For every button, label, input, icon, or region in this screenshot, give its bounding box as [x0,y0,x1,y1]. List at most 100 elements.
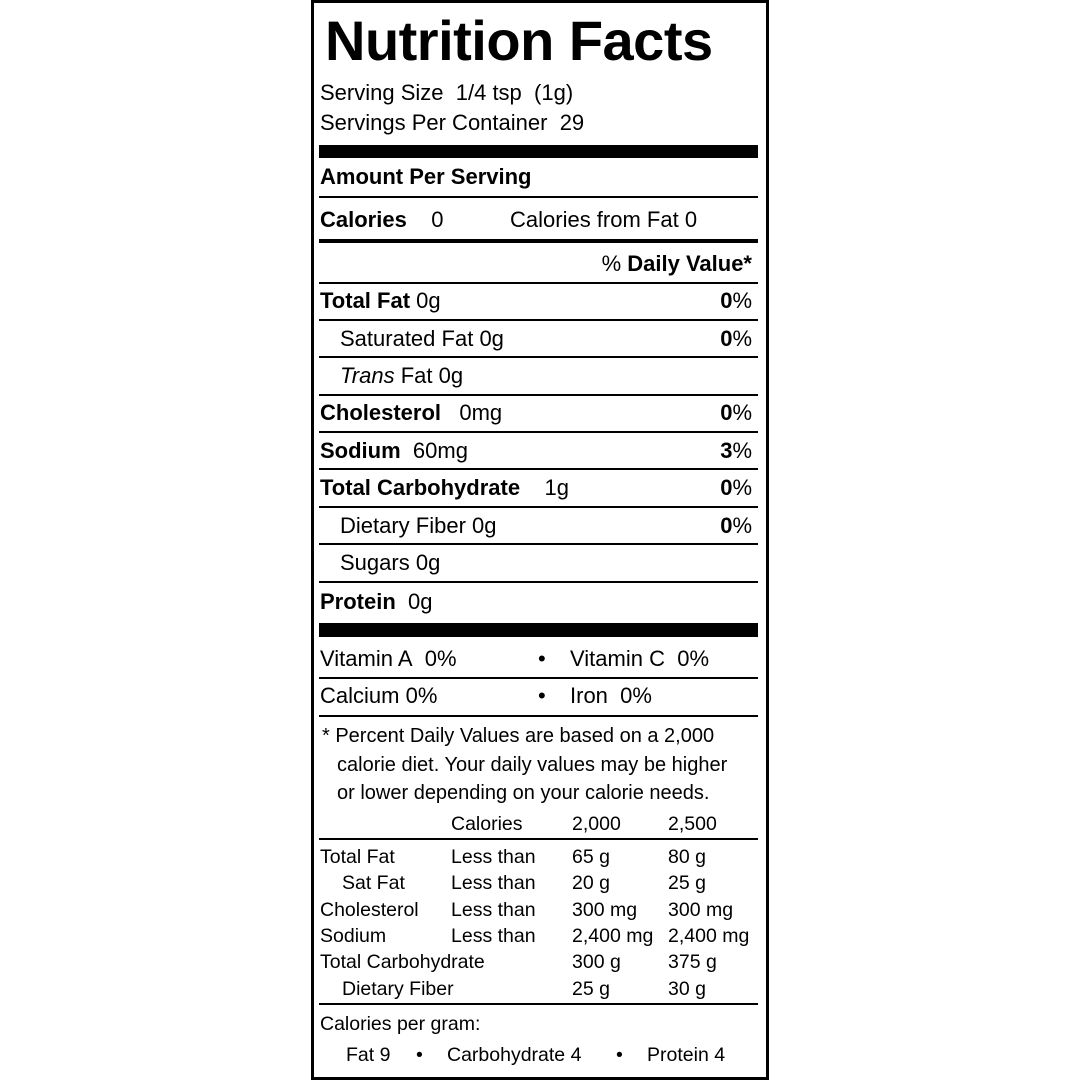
dv-table-row: Sodium Less than 2,400 mg 2,400 mg [320,923,756,949]
dv-table-row: Cholesterol Less than 300 mg 300 mg [320,897,756,923]
dv-cell: 25 g [572,978,610,1000]
dv-cell: Total Fat [320,846,395,868]
footnote-line: * Percent Daily Values are based on a 2,… [322,725,715,747]
nutrient-saturated-fat: Saturated Fat 0g 0% [340,324,756,354]
bullet: • [538,646,546,671]
title: Nutrition Facts [325,9,713,72]
thick-divider [319,623,758,637]
vitamin-a-label: Vitamin A [320,646,413,671]
divider [319,319,758,321]
dv-cell: Dietary Fiber [342,978,454,1000]
dv-cell: 2,400 mg [572,925,654,947]
nutrient-trans-fat: Trans Fat 0g [340,361,776,391]
dv-cell: 375 g [668,951,717,973]
nutrient-dv: 0 [720,400,733,425]
bullet: • [538,683,546,708]
servings-label: Servings Per Container [320,110,548,135]
vitamin-row-1: Vitamin A 0% • Vitamin C 0% [320,644,756,674]
nutrient-label: Total Carbohydrate [320,475,521,500]
nutrient-amount: 1g [544,475,569,500]
vitamin-row-2: Calcium 0% • Iron 0% [320,681,756,711]
nutrient-amount: 60mg [412,438,468,463]
dv-table-row: Sat Fat Less than 20 g 25 g [320,870,756,896]
calories-from-fat-value: 0 [684,207,698,232]
dv-label: Daily Value* [627,251,752,276]
footnote-line: calorie diet. Your daily values may be h… [337,754,728,776]
nutrition-label [311,0,769,1080]
amount-per-serving: Amount Per Serving [320,164,532,189]
dv-cell: 65 g [572,846,610,868]
nutrient-dv: 0 [720,326,733,351]
nutrient-total-fat: Total Fat 0g 0% [320,286,756,316]
dv-cell: Less than [451,899,536,921]
nutrient-dv: 0 [720,288,733,313]
divider [319,506,758,508]
divider [319,1003,758,1005]
nutrient-amount: 0g [416,288,441,313]
nutrient-amount: 0mg [459,400,503,425]
calories-row: Calories 0 Calories from Fat 0 [320,205,756,235]
nutrient-sodium: Sodium 60mg 3% [320,436,756,466]
divider [319,431,758,433]
footnote-line: or lower depending on your calorie needs… [337,782,710,804]
nutrient-dv: 0 [720,513,733,538]
dv-cell: 25 g [668,872,706,894]
pct-sign: % [732,438,752,463]
calories-from-fat-label: Calories from Fat [510,207,679,232]
nutrient-total-carbohydrate: Total Carbohydrate 1g 0% [320,473,756,503]
iron-value: 0% [620,683,652,708]
dv-table-header-cell: Calories [451,813,523,835]
dv-pct: % [601,251,622,276]
bullet: • [616,1044,623,1066]
calories-from-fat: Calories from Fat 0 [510,205,697,235]
calories-per-gram-values: Fat 9 • Carbohydrate 4 • Protein 4 [320,1042,756,1068]
nutrient-amount: 0g [479,326,504,351]
vitamin-c-value: 0% [677,646,709,671]
dv-cell: Less than [451,846,536,868]
servings-value: 29 [559,110,585,135]
divider [319,677,758,679]
calories-per-gram-label: Calories per gram: [320,1013,481,1035]
dv-cell: 20 g [572,872,610,894]
dv-cell: Total Carbohydrate [320,951,485,973]
fat-per-gram: Fat 9 [346,1044,391,1066]
carb-per-gram: Carbohydrate 4 [447,1044,582,1066]
divider [319,394,758,396]
nutrient-label: Sodium [320,438,401,463]
dv-cell: 2,400 mg [668,925,750,947]
calcium-label: Calcium [320,683,400,708]
dv-table-header-cell: 2,500 [668,813,717,835]
divider [319,543,758,545]
nutrient-cholesterol: Cholesterol 0mg 0% [320,398,756,428]
dv-cell: 300 g [572,951,621,973]
dv-table-row: Total Carbohydrate 300 g 375 g [320,949,756,975]
nutrient-dietary-fiber: Dietary Fiber 0g 0% [340,511,756,541]
dv-cell: Less than [451,925,536,947]
nutrient-amount: 0g [472,513,497,538]
calories-value: 0 [431,207,444,232]
nutrient-dv: 0 [720,475,733,500]
vitamin-a-value: 0% [424,646,457,671]
dv-cell: Less than [451,872,536,894]
divider [319,468,758,470]
divider [319,282,758,284]
dv-cell: Sodium [320,925,387,947]
protein-per-gram: Protein 4 [647,1044,726,1066]
divider [319,838,758,840]
dv-cell: Cholesterol [320,899,419,921]
dv-cell: Sat Fat [342,872,405,894]
medium-divider [319,239,758,243]
divider [319,356,758,358]
nutrient-label: Sugars [340,550,410,575]
nutrient-amount: 0g [415,550,441,575]
nutrient-label: Saturated Fat [340,326,474,351]
divider [319,715,758,717]
bullet: • [416,1044,423,1066]
serving-size-label: Serving Size [320,80,444,105]
divider [319,196,758,198]
dv-cell: 80 g [668,846,706,868]
pct-sign: % [732,513,752,538]
dv-table-header-cell: 2,000 [572,813,621,835]
dv-table-row: Total Fat Less than 65 g 80 g [320,844,756,870]
nutrient-dv: 3 [720,438,733,463]
